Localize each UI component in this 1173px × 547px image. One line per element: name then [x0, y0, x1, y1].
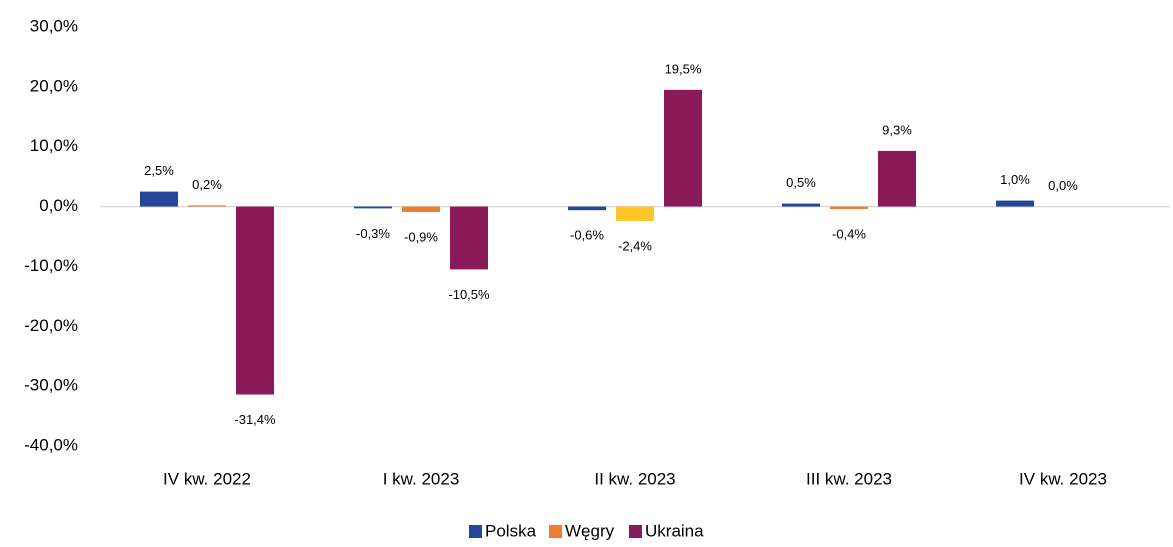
legend-swatch	[549, 525, 562, 538]
bar	[402, 206, 440, 212]
data-label: 0,2%	[192, 177, 222, 192]
bar	[830, 206, 868, 209]
y-tick-label: -30,0%	[24, 376, 78, 395]
data-label: -10,5%	[448, 287, 490, 302]
data-label: 9,3%	[882, 122, 912, 137]
data-label: 19,5%	[665, 61, 702, 76]
y-tick-label: -10,0%	[24, 256, 78, 275]
data-label: -2,4%	[618, 238, 652, 253]
data-label: 0,5%	[786, 175, 816, 190]
y-tick-label: 20,0%	[30, 76, 78, 95]
x-tick-label: IV kw. 2023	[1019, 469, 1107, 488]
data-label: -31,4%	[234, 412, 276, 427]
y-tick-label: -40,0%	[24, 435, 78, 454]
bar	[450, 206, 488, 270]
x-tick-label: I kw. 2023	[383, 469, 460, 488]
x-tick-label: IV kw. 2022	[163, 469, 251, 488]
bar	[188, 205, 226, 207]
x-tick-label: III kw. 2023	[806, 469, 892, 488]
bar	[354, 206, 392, 209]
bar	[664, 89, 702, 207]
data-label: 1,0%	[1000, 172, 1030, 187]
bar	[996, 200, 1034, 207]
legend-label: Ukraina	[645, 521, 704, 540]
data-label: -0,9%	[404, 229, 438, 244]
bar	[878, 150, 916, 207]
y-tick-label: 10,0%	[30, 136, 78, 155]
data-label: 2,5%	[144, 163, 174, 178]
bar	[140, 191, 178, 207]
bar	[782, 203, 820, 207]
y-tick-label: 0,0%	[39, 196, 78, 215]
data-label: -0,3%	[356, 226, 390, 241]
y-tick-label: -20,0%	[24, 316, 78, 335]
legend-label: Polska	[485, 521, 537, 540]
bar	[236, 206, 274, 395]
data-label: -0,4%	[832, 226, 866, 241]
legend-label: Węgry	[565, 521, 615, 540]
bar	[568, 206, 606, 211]
legend-swatch	[469, 525, 482, 538]
data-label: 0,0%	[1048, 178, 1078, 193]
data-label: -0,6%	[570, 228, 604, 243]
legend-swatch	[629, 525, 642, 538]
y-tick-label: 30,0%	[30, 16, 78, 35]
x-tick-label: II kw. 2023	[594, 469, 675, 488]
bar	[616, 206, 654, 221]
